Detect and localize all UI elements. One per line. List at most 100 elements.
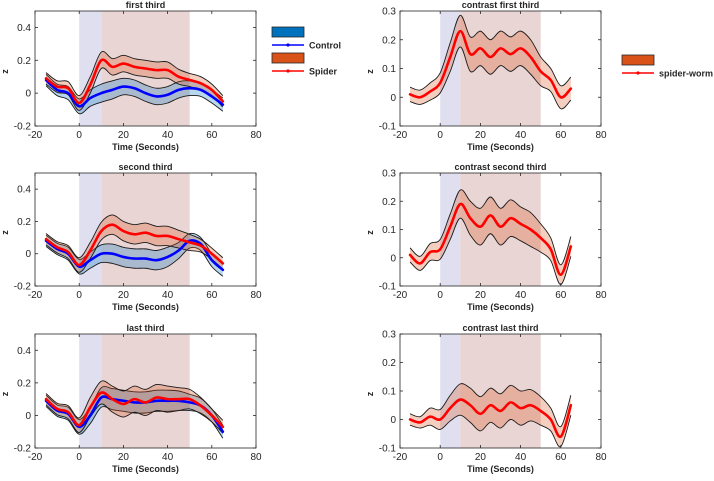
data-point	[429, 90, 431, 93]
x-axis-label: Time (Seconds)	[112, 464, 179, 474]
band-upper-spider-worm	[409, 14, 572, 91]
data-point	[89, 414, 92, 417]
x-tick-label: -20	[393, 290, 408, 301]
subplot-5: -20 0 20 40 60 80 -0.2 0 0.2 0.4 last third Time (S…	[0, 323, 262, 474]
legend-patch	[271, 52, 305, 64]
data-point	[549, 418, 552, 421]
data-point	[100, 396, 103, 399]
data-point	[188, 87, 191, 90]
data-point	[155, 69, 158, 71]
data-point	[419, 96, 421, 99]
data-point	[111, 223, 114, 226]
data-point	[78, 105, 80, 108]
data-point	[419, 262, 421, 265]
band-lower-control	[45, 85, 224, 115]
data-point	[449, 56, 452, 58]
band-lower-control	[45, 406, 224, 439]
band-fill-spider-worm	[410, 383, 571, 447]
x-tick-label: 40	[515, 130, 527, 141]
y-tick-label: -0.1	[379, 444, 397, 455]
y-axis-label: z	[365, 69, 375, 74]
subplot-title: second third	[118, 162, 172, 172]
data-point	[489, 214, 492, 217]
data-point	[166, 235, 169, 237]
data-point	[509, 217, 512, 219]
data-point	[222, 262, 224, 265]
y-tick-label: 0.1	[382, 225, 396, 236]
data-point	[439, 418, 442, 421]
x-tick-label: 0	[437, 130, 443, 141]
legend-label: Control	[309, 41, 341, 51]
band-upper-spider	[45, 380, 224, 421]
data-point	[166, 256, 169, 258]
x-tick-label: 60	[206, 290, 218, 301]
x-tick-label: 0	[437, 290, 443, 301]
data-point	[549, 248, 552, 251]
data-point	[570, 404, 572, 407]
data-point	[539, 410, 542, 412]
x-tick-label: 20	[475, 290, 487, 301]
data-point	[539, 70, 542, 73]
data-point	[78, 102, 80, 104]
y-axis-label: z	[0, 391, 10, 396]
x-tick-label: 0	[437, 452, 443, 463]
data-point	[67, 411, 69, 413]
data-point	[133, 398, 136, 400]
data-point	[111, 89, 114, 91]
data-point	[499, 47, 502, 50]
data-point	[56, 89, 58, 91]
data-point	[56, 85, 58, 88]
band-upper-spider	[45, 51, 224, 97]
data-point	[122, 403, 125, 405]
data-point	[177, 398, 180, 400]
shaded-region-stimulus	[460, 11, 541, 126]
subplot-3: -20 0 20 40 60 80 -0.2 0 0.2 0.4 second third Time …	[0, 162, 262, 312]
subplot-title: first third	[126, 0, 166, 10]
x-axis-label: Time (Seconds)	[467, 464, 534, 474]
data-point	[519, 47, 522, 50]
band-upper-spider	[45, 214, 224, 259]
x-tick-label: 40	[515, 290, 527, 301]
data-point	[111, 66, 114, 68]
y-tick-label: 0.2	[382, 35, 396, 46]
data-point	[429, 415, 431, 418]
y-tick-label: 0.2	[17, 56, 31, 67]
data-point	[479, 413, 482, 415]
data-point	[449, 407, 452, 409]
band-fill-spider	[46, 380, 223, 434]
data-point	[529, 404, 532, 407]
data-point	[133, 257, 136, 260]
data-point	[449, 225, 452, 228]
data-point	[439, 82, 442, 84]
x-tick-label: 40	[162, 452, 174, 463]
data-point	[222, 430, 224, 433]
data-point	[144, 231, 147, 234]
x-tick-label: 0	[76, 130, 82, 141]
subplot-title: contrast last third	[462, 323, 538, 333]
data-point	[89, 84, 92, 86]
y-tick-label: 0.1	[382, 64, 396, 75]
data-point	[211, 95, 213, 98]
data-point	[144, 257, 147, 260]
data-point	[499, 410, 502, 412]
data-point	[499, 225, 502, 228]
data-point	[489, 404, 492, 407]
data-point	[56, 408, 58, 410]
data-point	[100, 92, 103, 94]
legend-label: spider-worm	[659, 69, 713, 79]
x-tick-label: 80	[595, 452, 607, 463]
data-point	[211, 252, 213, 255]
data-point	[429, 251, 431, 253]
band-lower-spider-worm	[409, 217, 572, 286]
data-point	[155, 259, 158, 261]
x-tick-label: 60	[555, 452, 567, 463]
data-point	[529, 228, 532, 231]
y-tick-label: 0.1	[382, 387, 396, 398]
data-point	[489, 56, 492, 58]
y-axis-label: z	[0, 230, 10, 235]
data-point	[211, 89, 213, 91]
data-point	[177, 249, 180, 252]
data-point	[211, 414, 213, 417]
band-fill-spider	[46, 51, 223, 111]
data-point	[409, 254, 411, 256]
